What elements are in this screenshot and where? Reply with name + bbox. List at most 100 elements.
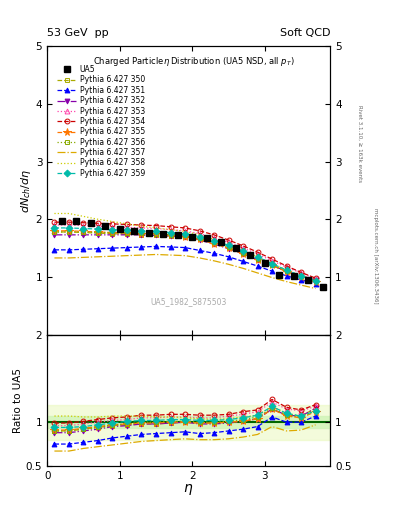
Pythia 6.427 353 [139,225,144,231]
Bar [47,416,330,429]
Pythia 6.427 353 [125,224,129,230]
Pythia 6.427 354 [226,237,231,243]
Pythia 6.427 350 [284,268,289,274]
Pythia 6.427 356 [197,235,202,241]
UA5 [248,252,253,258]
Pythia 6.427 350 [81,229,86,236]
Bar [47,404,330,440]
Pythia 6.427 359 [110,227,115,233]
Legend: UA5, Pythia 6.427 350, Pythia 6.427 351, Pythia 6.427 352, Pythia 6.427 353, Pyt: UA5, Pythia 6.427 350, Pythia 6.427 351,… [57,65,145,179]
Pythia 6.427 356 [284,268,289,274]
Pythia 6.427 351 [81,246,86,252]
Pythia 6.427 354 [270,256,274,262]
Pythia 6.427 357 [66,255,71,261]
Pythia 6.427 353 [110,224,115,230]
Pythia 6.427 355 [139,230,144,237]
Pythia 6.427 356 [212,239,217,245]
UA5 [204,235,209,241]
Pythia 6.427 355 [255,257,260,263]
Pythia 6.427 357 [110,253,115,259]
Text: Rivet 3.1.10, ≥ 163k events: Rivet 3.1.10, ≥ 163k events [357,105,362,182]
Pythia 6.427 350 [226,245,231,251]
Pythia 6.427 353 [183,228,187,234]
Pythia 6.427 354 [81,220,86,226]
Pythia 6.427 357 [270,274,274,281]
Line: Pythia 6.427 359: Pythia 6.427 359 [52,225,318,284]
Pythia 6.427 354 [183,225,187,231]
Pythia 6.427 358 [197,232,202,238]
Pythia 6.427 353 [52,222,57,228]
Line: Pythia 6.427 357: Pythia 6.427 357 [54,254,316,289]
Pythia 6.427 351 [95,246,100,252]
Pythia 6.427 359 [284,267,289,273]
Pythia 6.427 359 [154,228,158,234]
UA5 [321,284,325,290]
Pythia 6.427 358 [95,216,100,222]
Pythia 6.427 353 [212,234,217,241]
Pythia 6.427 354 [197,228,202,234]
UA5 [161,230,165,237]
Pythia 6.427 352 [81,232,86,238]
Pythia 6.427 354 [241,243,245,249]
Pythia 6.427 350 [66,229,71,235]
Pythia 6.427 355 [212,241,217,247]
Pythia 6.427 359 [197,233,202,240]
Pythia 6.427 359 [226,242,231,248]
UA5 [292,273,296,279]
Pythia 6.427 353 [66,222,71,228]
Pythia 6.427 353 [313,275,318,282]
Line: Pythia 6.427 353: Pythia 6.427 353 [52,223,318,281]
Pythia 6.427 359 [95,226,100,232]
Pythia 6.427 355 [125,230,129,236]
Pythia 6.427 359 [168,229,173,236]
Pythia 6.427 358 [168,227,173,233]
Pythia 6.427 359 [313,278,318,284]
Pythia 6.427 356 [154,230,158,237]
Pythia 6.427 351 [139,244,144,250]
Pythia 6.427 356 [66,229,71,235]
Pythia 6.427 354 [52,219,57,225]
Pythia 6.427 357 [299,282,303,288]
UA5 [74,218,79,224]
UA5 [190,233,195,240]
UA5 [306,277,311,283]
Pythia 6.427 353 [226,239,231,245]
Pythia 6.427 350 [168,233,173,239]
Pythia 6.427 357 [313,286,318,292]
Pythia 6.427 354 [284,263,289,269]
Pythia 6.427 354 [95,220,100,226]
UA5 [219,239,224,245]
Pythia 6.427 351 [197,247,202,253]
Pythia 6.427 352 [168,233,173,239]
Line: Pythia 6.427 358: Pythia 6.427 358 [54,214,316,281]
Pythia 6.427 353 [197,230,202,237]
Pythia 6.427 359 [81,225,86,231]
Pythia 6.427 351 [168,244,173,250]
Y-axis label: $dN_{ch}/d\eta$: $dN_{ch}/d\eta$ [19,168,33,212]
UA5 [277,271,282,278]
Pythia 6.427 352 [284,268,289,274]
Pythia 6.427 350 [139,232,144,238]
Pythia 6.427 358 [139,223,144,229]
Pythia 6.427 359 [183,230,187,237]
Pythia 6.427 351 [110,245,115,251]
Pythia 6.427 352 [270,262,274,268]
Pythia 6.427 351 [313,281,318,287]
Pythia 6.427 350 [270,262,274,268]
Pythia 6.427 350 [299,273,303,279]
Pythia 6.427 350 [241,251,245,257]
Pythia 6.427 356 [95,229,100,236]
Pythia 6.427 350 [197,237,202,243]
Pythia 6.427 357 [154,251,158,258]
Pythia 6.427 356 [52,229,57,235]
Pythia 6.427 355 [183,233,187,240]
Pythia 6.427 354 [66,219,71,225]
Pythia 6.427 358 [313,278,318,284]
Pythia 6.427 358 [299,273,303,279]
Pythia 6.427 352 [241,251,245,257]
Y-axis label: Ratio to UA5: Ratio to UA5 [13,368,23,433]
Pythia 6.427 355 [52,228,57,234]
Pythia 6.427 357 [212,258,217,264]
Pythia 6.427 351 [52,247,57,253]
Pythia 6.427 353 [168,227,173,233]
